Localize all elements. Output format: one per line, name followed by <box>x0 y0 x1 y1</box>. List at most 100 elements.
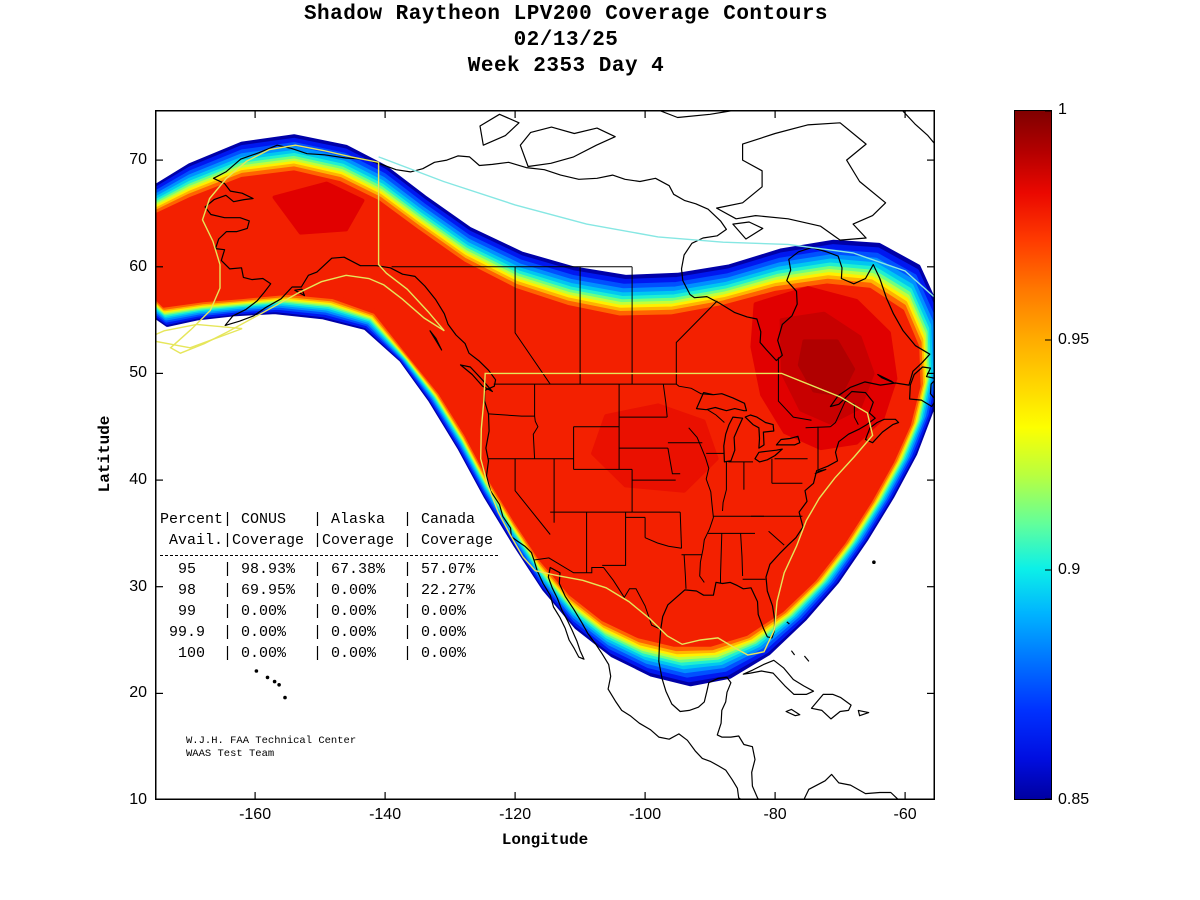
y-tick-label: 60 <box>129 257 147 275</box>
coverage-table-row: 99 | 0.00% | 0.00% | 0.00% <box>160 603 494 620</box>
x-tick-label: -140 <box>369 806 402 823</box>
x-axis-label: Longitude <box>501 831 589 849</box>
y-axis-label: Latitude <box>96 415 114 493</box>
colorbar-tick-label: 0.9 <box>1058 561 1081 578</box>
border-line <box>720 533 723 584</box>
x-tick-label: -80 <box>763 806 787 823</box>
island-dot <box>872 560 876 564</box>
axes-frame <box>155 110 935 800</box>
service-volume-outline <box>155 323 243 349</box>
border-line <box>532 384 539 459</box>
coverage-table-row: 99.9 | 0.00% | 0.00% | 0.00% <box>160 624 494 641</box>
coastline-path <box>810 693 852 720</box>
chart-title: Shadow Raytheon LPV200 Coverage Contours… <box>0 2 1132 80</box>
coverage-table-header: Avail.|Coverage |Coverage | Coverage <box>160 532 494 549</box>
coastline-path <box>901 110 935 146</box>
border-line <box>679 512 682 549</box>
island-dot <box>265 675 270 680</box>
credit-text: W.J.H. FAA Technical Center WAAS Test Te… <box>186 735 356 761</box>
coastline-path <box>857 709 870 717</box>
border-line <box>514 266 551 385</box>
title-line-1: Shadow Raytheon LPV200 Coverage Contours <box>303 3 829 26</box>
contour-map-plot <box>155 110 935 800</box>
contour-core <box>155 170 921 647</box>
border-line <box>488 413 535 417</box>
title-line-3: Week 2353 Day 4 <box>467 55 665 78</box>
coastline-path <box>479 113 520 146</box>
coastline-path <box>657 110 737 119</box>
coastline-path <box>785 708 801 717</box>
island-dot <box>272 679 277 684</box>
x-tick-label: -120 <box>499 806 532 823</box>
service-volume-outline <box>169 144 445 354</box>
coastline-path <box>803 773 900 800</box>
title-line-2: 02/13/25 <box>513 29 619 52</box>
coastline-path <box>204 144 931 800</box>
coverage-table-row: 100 | 0.00% | 0.00% | 0.00% <box>160 645 494 662</box>
coastline-path <box>429 330 443 351</box>
x-tick-label: -100 <box>629 806 662 823</box>
y-tick-label: 30 <box>129 577 147 595</box>
colorbar <box>1014 110 1052 800</box>
island-dot <box>254 669 259 673</box>
y-tick-label: 20 <box>129 684 147 702</box>
coastline-path <box>864 418 900 444</box>
colorbar-gradient <box>1014 110 1052 800</box>
border-line <box>722 461 727 512</box>
border-line <box>644 537 682 549</box>
border-line <box>707 409 725 423</box>
coastline-path <box>744 414 775 449</box>
coastline-path <box>723 416 744 463</box>
border-line <box>675 383 713 396</box>
border-line <box>602 512 627 566</box>
border-line <box>768 530 785 546</box>
coastline-path <box>742 659 815 695</box>
colorbar-tick-label: 1 <box>1058 101 1067 118</box>
coverage-table-header: Percent| CONUS | Alaska | Canada <box>160 511 476 528</box>
island-dot <box>283 695 287 700</box>
x-tick-label: -160 <box>239 806 272 823</box>
border-line <box>662 384 668 418</box>
service-volume-outline <box>479 372 874 656</box>
coastline-path <box>877 373 895 384</box>
coverage-table-row: 95 | 98.93% | 67.38% | 57.07% <box>160 561 494 578</box>
border-line <box>533 557 661 630</box>
y-tick-label: 10 <box>129 791 147 808</box>
credit-line-2: WAAS Test Team <box>186 748 275 760</box>
credit-line-1: W.J.H. FAA Technical Center <box>186 735 357 747</box>
border-line <box>683 554 687 589</box>
fir-boundary-line <box>378 156 935 299</box>
coastline-path <box>695 392 748 412</box>
coastline-path <box>814 468 827 475</box>
coverage-table-separator <box>160 555 498 556</box>
border-line <box>675 300 718 385</box>
border-line <box>740 533 744 577</box>
y-tick-label: 40 <box>129 471 147 489</box>
coastline-path <box>775 435 801 446</box>
coastline-path <box>754 448 783 463</box>
coverage-table-row: 98 | 69.95% | 0.00% | 22.27% <box>160 582 494 599</box>
contour-patch <box>272 181 365 235</box>
coastline-path <box>803 655 810 662</box>
border-line <box>667 448 681 475</box>
x-tick-label: -60 <box>893 806 917 823</box>
coastline-path <box>732 221 764 240</box>
border-line <box>777 357 812 421</box>
map-layers <box>155 110 935 800</box>
colorbar-tick-label: 0.95 <box>1058 331 1090 348</box>
coastline-path <box>716 122 887 241</box>
border-line <box>805 426 831 429</box>
coastline-path <box>909 366 935 408</box>
border-line <box>688 427 714 583</box>
coverage-table: Percent| CONUS | Alaska | Canada Avail.|… <box>160 509 498 664</box>
coastline-path <box>519 126 616 168</box>
island-dot <box>277 683 281 687</box>
coastline-path <box>459 364 493 393</box>
coastline-path <box>790 650 796 656</box>
y-tick-label: 50 <box>129 364 147 382</box>
border-line <box>514 458 551 535</box>
y-tick-label: 70 <box>129 151 147 169</box>
colorbar-tick-label: 0.85 <box>1058 791 1090 808</box>
coastline-path <box>786 621 790 625</box>
